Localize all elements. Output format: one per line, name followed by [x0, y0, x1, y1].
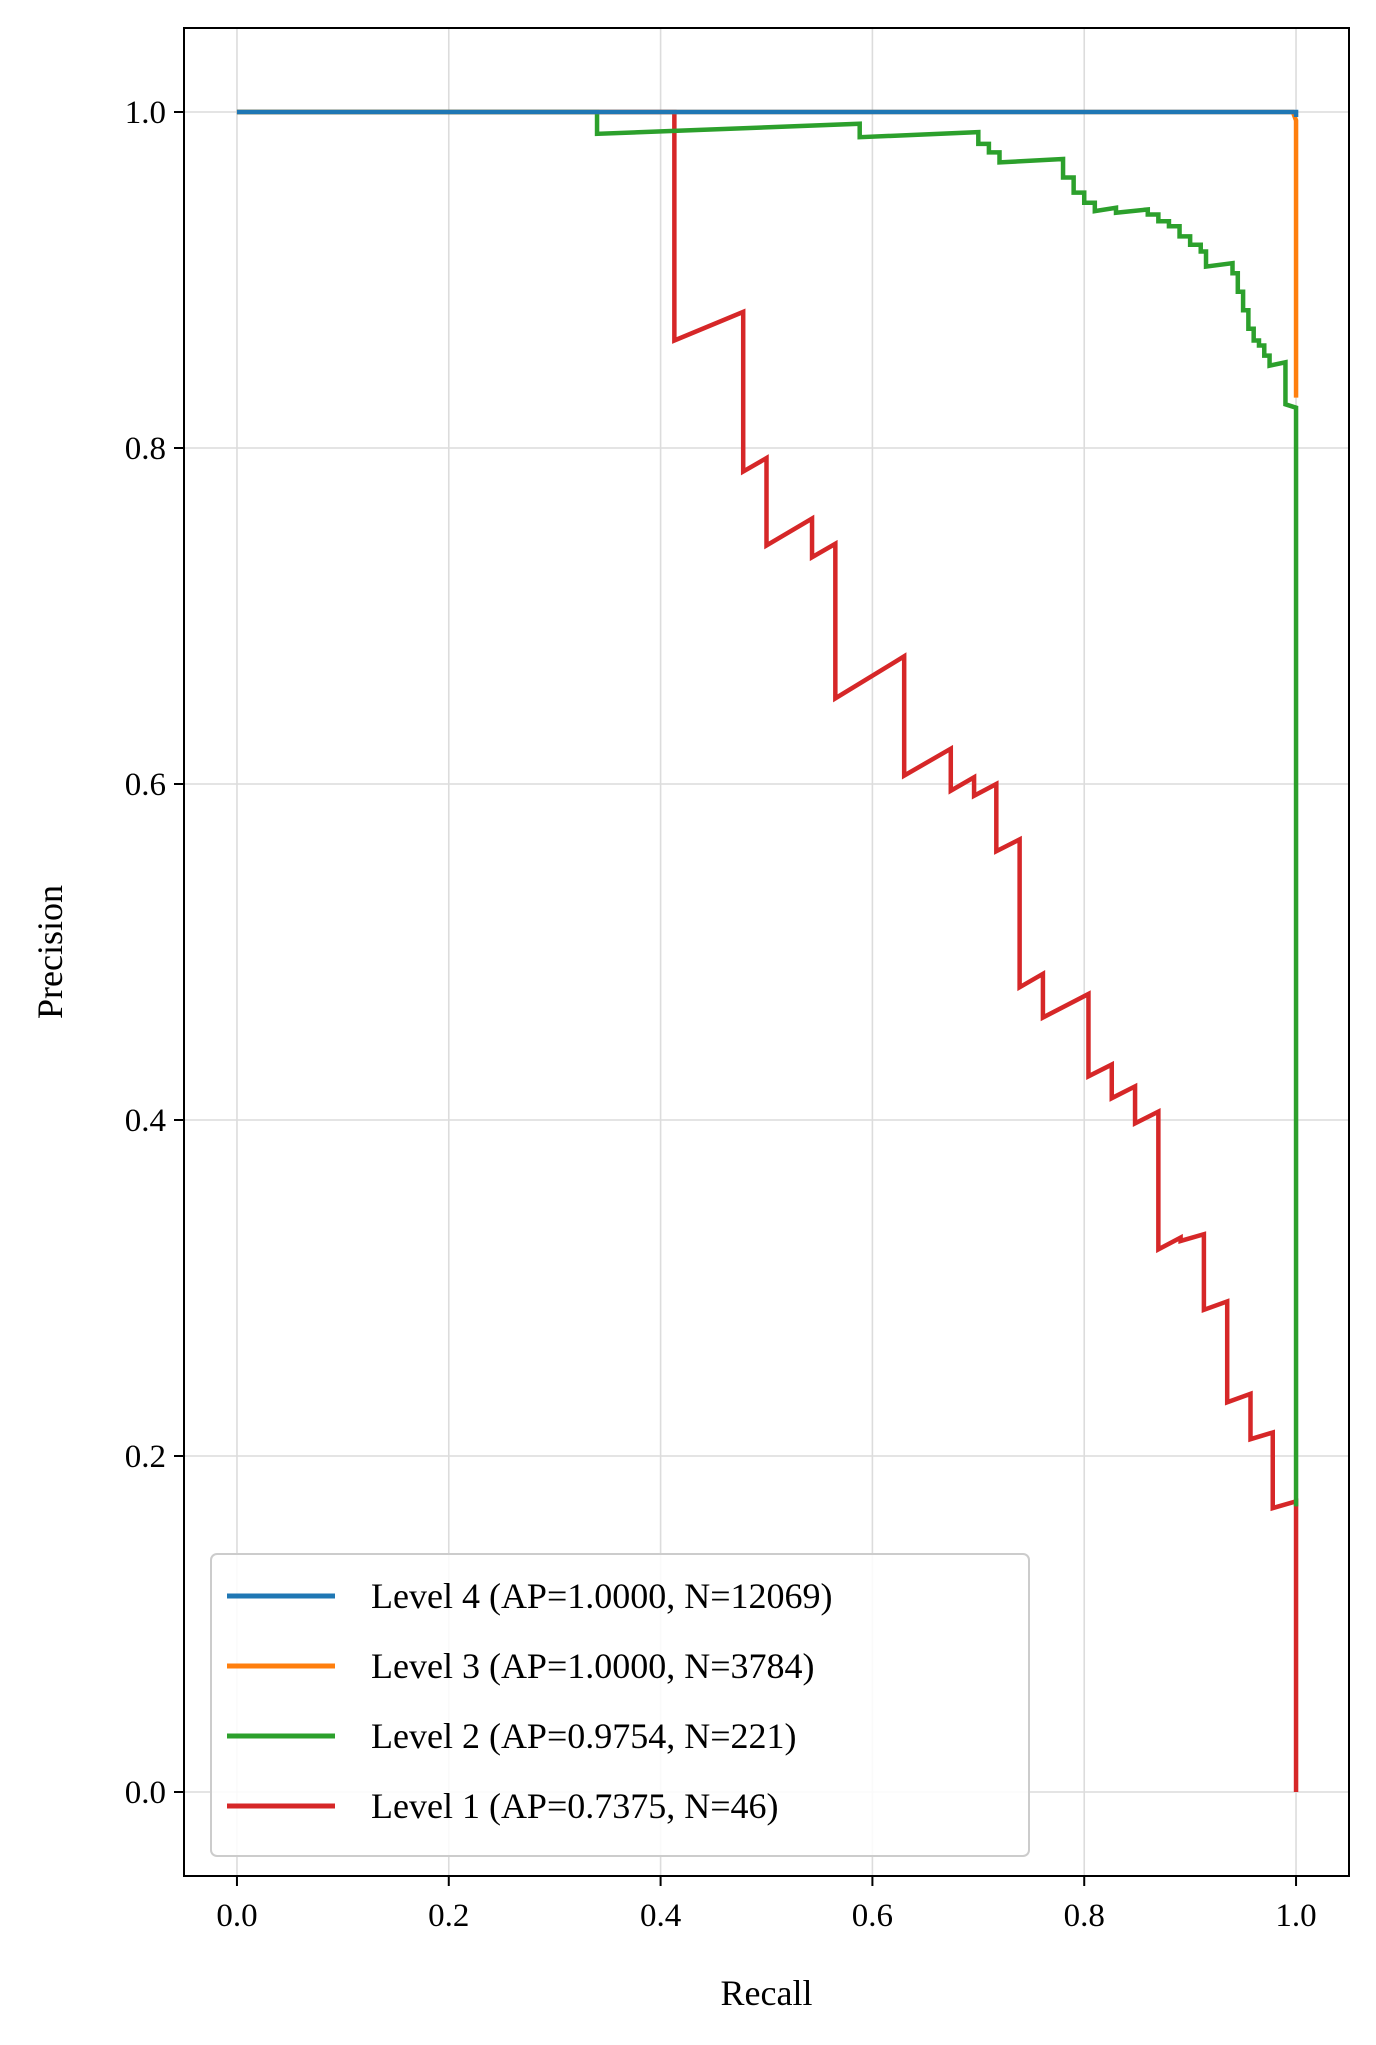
series-line-4: [236, 109, 1299, 1792]
legend-box: [210, 1553, 1030, 1857]
y-tick-label: 0.8: [125, 431, 166, 467]
x-tick-label: 0.6: [852, 1898, 893, 1934]
legend: Level 4 (AP=1.0000, N=12069) Level 3 (AP=…: [210, 1553, 1030, 1857]
plot-area: [236, 109, 1299, 1792]
x-axis-label: Recall: [721, 1973, 813, 2013]
legend-entry-label: Level 4 (AP=1.0000, N=12069): [371, 1576, 833, 1616]
x-tick-label: 0.0: [216, 1898, 257, 1934]
x-tick-label: 0.4: [640, 1898, 681, 1934]
y-tick-label: 1.0: [125, 95, 166, 131]
series-line-3: [236, 109, 1299, 1507]
y-tick-label: 0.6: [125, 767, 166, 803]
y-axis-label: Precision: [30, 885, 70, 1019]
plot-frame: [183, 27, 1350, 1877]
legend-entry-label: Level 1 (AP=0.7375, N=46): [371, 1786, 779, 1826]
legend-entry-label: Level 2 (AP=0.9754, N=221): [371, 1716, 797, 1756]
x-tick-label: 0.8: [1064, 1898, 1105, 1934]
grid: [184, 28, 1349, 1876]
x-tick-label: 0.2: [428, 1898, 469, 1934]
y-tick-label: 0.4: [125, 1103, 166, 1139]
y-tick-label: 0.0: [125, 1775, 166, 1811]
legend-entry-label: Level 3 (AP=1.0000, N=3784): [371, 1646, 815, 1686]
y-tick-label: 0.2: [125, 1439, 166, 1475]
series-line-1: [236, 109, 1299, 118]
x-tick-label: 1.0: [1275, 1898, 1316, 1934]
axes: 0.0 0.2 0.4 0.6 0.8 1.0 0.0 0.2 0.4 0.6 0.8 1.0: [125, 95, 1317, 1934]
